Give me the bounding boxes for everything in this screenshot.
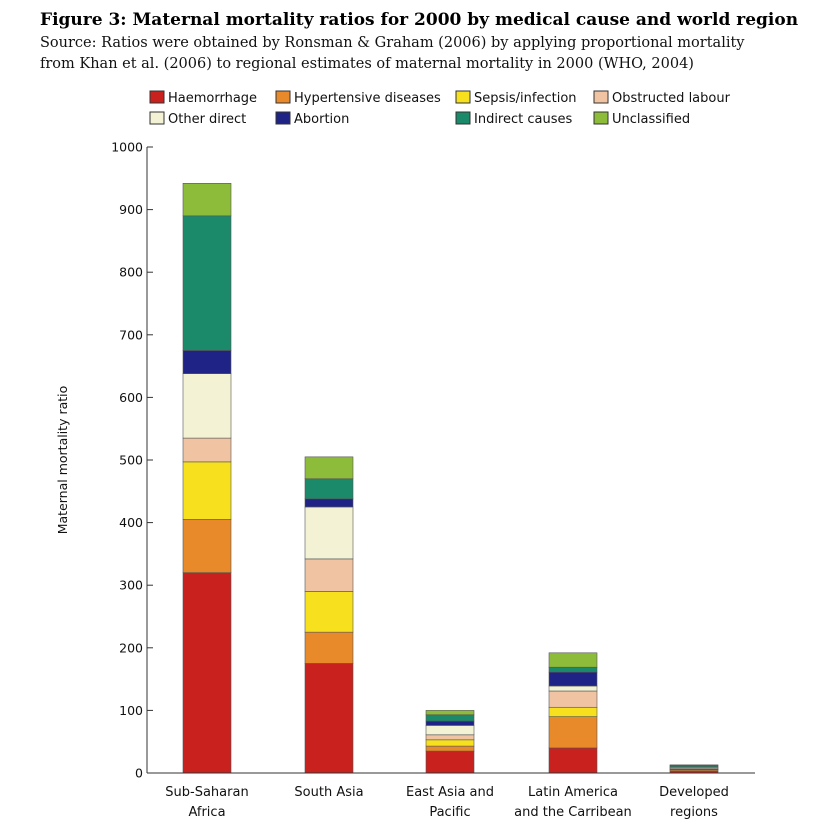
bar-stack-sub-saharan-africa <box>182 183 232 774</box>
x-tick-label: Developed <box>659 785 729 800</box>
x-tick-label: Pacific <box>429 805 470 820</box>
bar-segment-sepsis-infection <box>548 706 598 717</box>
legend-swatch <box>275 111 291 125</box>
legend-label: Abortion <box>294 112 349 127</box>
legend-label: Haemorrhage <box>168 91 257 106</box>
bar-segment-obstructed-labour <box>548 690 598 708</box>
bar-segment-abortion <box>304 498 354 508</box>
y-axis-label: Maternal mortality ratio <box>55 386 70 535</box>
legend-label: Sepsis/infection <box>474 91 577 106</box>
y-tick-label: 800 <box>119 265 143 280</box>
legend-item-sepsis-infection: Sepsis/infection <box>455 90 577 106</box>
legend-item-hypertensive-diseases: Hypertensive diseases <box>275 90 441 106</box>
legend-swatch <box>149 90 165 104</box>
bar-segment-unclassified <box>548 652 598 668</box>
bar-segment-indirect-causes <box>425 714 475 722</box>
bar-segment-obstructed-labour <box>304 558 354 592</box>
y-tick-label: 500 <box>119 453 143 468</box>
y-tick-label: 700 <box>119 327 143 342</box>
bar-segment-haemorrhage <box>425 750 475 774</box>
legend-swatch <box>593 111 609 125</box>
figure-source: Source: Ratios were obtained by Ronsman … <box>40 33 810 75</box>
legend-swatch <box>593 90 609 104</box>
legend-item-haemorrhage: Haemorrhage <box>149 90 257 106</box>
bar-segment-obstructed-labour <box>425 734 475 741</box>
bar-segment-abortion <box>425 720 475 726</box>
bar-segment-indirect-causes <box>548 666 598 673</box>
legend-swatch <box>455 111 471 125</box>
x-tick-label: East Asia and <box>406 785 494 800</box>
legend-swatch <box>149 111 165 125</box>
bar-segment-obstructed-labour <box>182 437 232 463</box>
bar-segment-indirect-causes <box>304 478 354 500</box>
y-tick-label: 900 <box>119 202 143 217</box>
figure-source-line-2: from Khan et al. (2006) to regional esti… <box>40 56 694 72</box>
bar-stack-south-asia <box>304 456 354 774</box>
x-tick-label: and the Carribean <box>514 805 632 820</box>
bar-segment-sepsis-infection <box>182 461 232 520</box>
x-tick-label: Africa <box>188 805 225 820</box>
legend-label: Unclassified <box>612 112 690 127</box>
bar-segment-other-direct <box>425 725 475 736</box>
legend-label: Indirect causes <box>474 112 572 127</box>
y-tick-label: 300 <box>119 578 143 593</box>
x-tick-label: South Asia <box>294 785 363 800</box>
figure-title: Figure 3: Maternal mortality ratios for … <box>40 10 799 30</box>
bar-segment-hypertensive-diseases <box>425 745 475 752</box>
bar-stacks <box>182 183 719 774</box>
bar-segment-abortion <box>182 350 232 374</box>
bar-segment-haemorrhage <box>182 572 232 774</box>
bar-segment-indirect-causes <box>182 215 232 351</box>
legend-label: Hypertensive diseases <box>294 91 441 106</box>
bar-stack-latin-america-and-the-carribean <box>548 652 598 774</box>
y-tick-label: 0 <box>135 766 143 781</box>
x-tick-label: regions <box>670 805 718 820</box>
bar-segment-unclassified <box>425 710 475 716</box>
bar-segment-sepsis-infection <box>425 739 475 747</box>
legend-swatch <box>455 90 471 104</box>
bar-segment-haemorrhage <box>304 663 354 774</box>
y-tick-label: 400 <box>119 515 143 530</box>
bar-segment-abortion <box>548 671 598 687</box>
legend-item-abortion: Abortion <box>275 111 349 127</box>
bar-segment-other-direct <box>548 685 598 692</box>
figure-source-line-1: Source: Ratios were obtained by Ronsman … <box>40 35 745 51</box>
y-tick-label: 100 <box>119 703 143 718</box>
legend-label: Obstructed labour <box>612 91 731 106</box>
bar-segment-other-direct <box>304 506 354 560</box>
legend-item-other-direct: Other direct <box>149 111 246 127</box>
y-axis: 0 100 200 300 400 500 600 700 800 900 1000 <box>111 140 153 781</box>
bar-segment-unclassified <box>304 456 354 480</box>
chart-legend: Haemorrhage Hypertensive diseases Sepsis/i… <box>149 90 731 127</box>
legend-item-indirect-causes: Indirect causes <box>455 111 572 127</box>
bar-segment-hypertensive-diseases <box>182 519 232 573</box>
bar-stack-developed-regions <box>669 764 719 774</box>
y-tick-label: 200 <box>119 640 143 655</box>
legend-item-unclassified: Unclassified <box>593 111 690 127</box>
bar-stack-east-asia-and-pacific <box>425 710 475 774</box>
x-tick-label: Latin America <box>528 785 618 800</box>
y-tick-label: 600 <box>119 390 143 405</box>
bar-segment-hypertensive-diseases <box>304 631 354 664</box>
bar-segment-unclassified <box>669 764 719 766</box>
legend-swatch <box>275 90 291 104</box>
bar-segment-other-direct <box>182 373 232 439</box>
x-axis: Sub-Saharan Africa South Asia East Asia and… <box>147 772 755 820</box>
bar-segment-sepsis-infection <box>304 591 354 633</box>
legend-item-obstructed-labour: Obstructed labour <box>593 90 731 106</box>
legend-label: Other direct <box>168 112 246 127</box>
y-tick-label: 1000 <box>111 140 143 155</box>
bar-segment-haemorrhage <box>548 747 598 774</box>
bar-segment-unclassified <box>182 183 232 217</box>
bar-segment-hypertensive-diseases <box>548 716 598 749</box>
x-tick-label: Sub-Saharan <box>165 785 248 800</box>
